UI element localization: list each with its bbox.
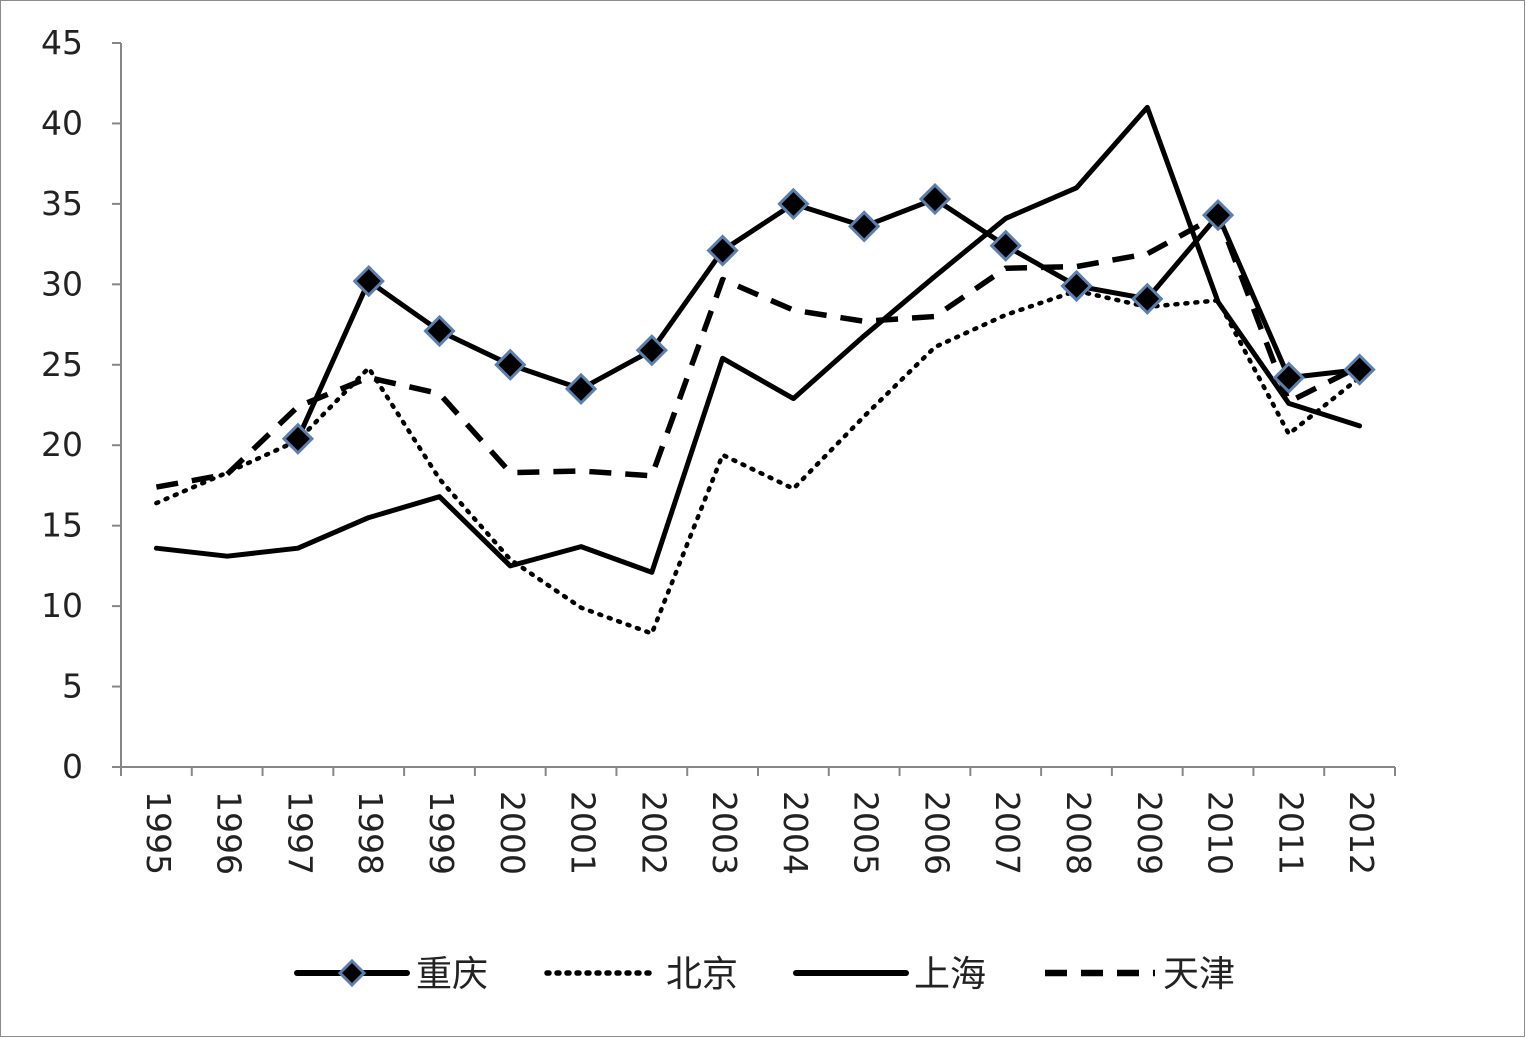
data-point bbox=[423, 314, 456, 348]
x-tick-label-2007: 2007 bbox=[988, 791, 1027, 875]
x-tick-label-2010: 2010 bbox=[1201, 791, 1240, 875]
series-line bbox=[153, 104, 1363, 575]
legend-item-重庆: 重庆 bbox=[294, 954, 488, 995]
legend-item-天津: 天津 bbox=[1045, 954, 1235, 995]
data-point bbox=[494, 348, 527, 381]
data-point bbox=[1131, 282, 1164, 315]
y-tick-label-40: 40 bbox=[41, 103, 83, 142]
x-tick-label-2012: 2012 bbox=[1342, 791, 1381, 875]
legend-label: 天津 bbox=[1163, 954, 1235, 995]
data-point bbox=[352, 264, 385, 298]
data-point bbox=[564, 372, 598, 406]
series-line bbox=[154, 288, 1362, 636]
legend-item-北京: 北京 bbox=[544, 954, 738, 995]
legend-label: 上海 bbox=[914, 954, 986, 995]
data-point bbox=[281, 422, 315, 455]
y-tick-label-20: 20 bbox=[41, 425, 83, 464]
data-point bbox=[1272, 361, 1305, 394]
y-tick-label-5: 5 bbox=[62, 667, 83, 706]
x-tick-label-2002: 2002 bbox=[634, 791, 673, 875]
series-重庆 bbox=[281, 182, 1376, 455]
y-tick-label-35: 35 bbox=[41, 184, 83, 223]
y-tick-label-0: 0 bbox=[62, 747, 83, 786]
x-tick-label-2000: 2000 bbox=[493, 791, 532, 875]
y-tick-label-30: 30 bbox=[41, 264, 83, 303]
series-天津 bbox=[155, 212, 1361, 490]
y-tick-label-25: 25 bbox=[41, 345, 83, 384]
data-point bbox=[989, 229, 1022, 262]
data-point bbox=[635, 334, 668, 367]
y-tick-label-15: 15 bbox=[41, 506, 83, 545]
legend-label: 北京 bbox=[666, 954, 738, 995]
legend-label: 重庆 bbox=[416, 954, 488, 995]
legend-marker bbox=[337, 958, 367, 988]
x-tick-label-1998: 1998 bbox=[351, 791, 390, 875]
data-point bbox=[918, 182, 952, 216]
series-layer bbox=[153, 104, 1376, 636]
x-tick-label-2004: 2004 bbox=[776, 791, 815, 875]
data-point bbox=[1343, 353, 1376, 386]
x-tick-label-1996: 1996 bbox=[210, 791, 249, 875]
series-line bbox=[155, 212, 1361, 490]
x-tick-label-2006: 2006 bbox=[917, 791, 956, 875]
x-tick-label-2008: 2008 bbox=[1059, 791, 1098, 875]
y-tick-label-45: 45 bbox=[41, 23, 83, 62]
data-point bbox=[706, 234, 739, 267]
x-tick-label-1995: 1995 bbox=[139, 791, 178, 875]
x-tick-label-1997: 1997 bbox=[280, 791, 319, 875]
x-tick-label-2009: 2009 bbox=[1130, 791, 1169, 875]
data-point bbox=[1060, 269, 1093, 303]
axes: 0 5 10 15 20 25 30 35 40 45 1995 1996 1997 1998 1999 20… bbox=[41, 23, 1396, 875]
legend-item-上海: 上海 bbox=[793, 954, 986, 995]
series-line bbox=[295, 196, 1363, 442]
legend: 重庆 北京 上海 天津 bbox=[294, 954, 1235, 995]
x-tick-label-1999: 1999 bbox=[422, 791, 461, 875]
x-tick-label-2011: 2011 bbox=[1271, 791, 1310, 875]
x-tick-label-2003: 2003 bbox=[705, 791, 744, 875]
series-上海 bbox=[153, 104, 1363, 575]
data-point bbox=[1201, 199, 1235, 232]
x-tick-label-2005: 2005 bbox=[847, 791, 886, 875]
x-tick-label-2001: 2001 bbox=[564, 791, 603, 875]
series-北京 bbox=[154, 288, 1362, 636]
data-point bbox=[777, 187, 810, 221]
y-tick-label-10: 10 bbox=[41, 586, 83, 625]
data-point bbox=[848, 210, 881, 243]
